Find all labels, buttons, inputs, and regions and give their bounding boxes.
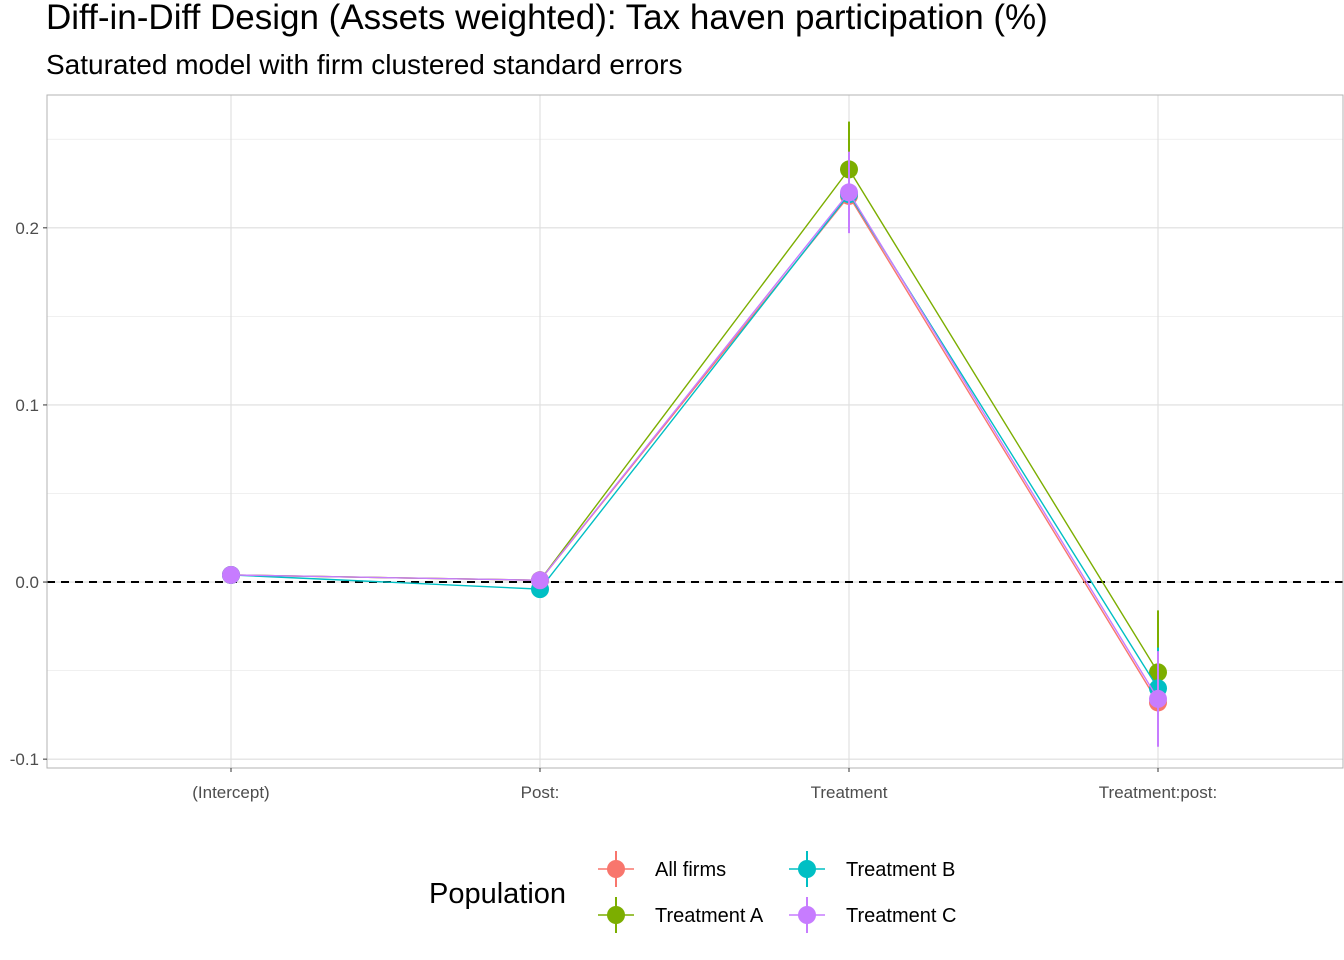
- legend: Population All firms Treatment A Treatment…: [429, 851, 956, 933]
- legend-label: Treatment A: [655, 905, 764, 927]
- y-tick-label: 0.2: [15, 219, 39, 238]
- series-all-firms: [222, 164, 1167, 733]
- plot-area: [46, 94, 1344, 769]
- series-treatment-c: [222, 151, 1167, 747]
- x-axis: (Intercept) Post: Treatment Treatment:post:: [192, 768, 1217, 802]
- grid: [47, 95, 1343, 768]
- legend-key-point: [607, 906, 625, 924]
- chart-title: Diff-in-Diff Design (Assets weighted): T…: [46, 0, 1048, 37]
- series-line: [230, 191, 1159, 700]
- legend-items: All firms Treatment A Treatment B Treatment…: [598, 851, 956, 933]
- y-tick-label: 0.1: [15, 396, 39, 415]
- y-tick-label: 0.0: [15, 573, 39, 592]
- legend-label: All firms: [655, 859, 726, 881]
- legend-label: Treatment C: [846, 905, 956, 927]
- y-tick-label: -0.1: [10, 750, 39, 769]
- legend-item: Treatment A: [598, 897, 764, 933]
- series-treatment-a: [222, 121, 1167, 735]
- legend-key-point: [607, 860, 625, 878]
- data-point: [840, 183, 858, 202]
- legend-key-point: [798, 906, 816, 924]
- series-line: [230, 192, 1159, 689]
- legend-item: Treatment C: [789, 897, 956, 933]
- data-point: [222, 565, 240, 584]
- series-line: [230, 168, 1159, 673]
- legend-label: Treatment B: [846, 859, 955, 881]
- y-axis: -0.1 0.0 0.1 0.2: [10, 219, 47, 769]
- series-layer: [222, 121, 1167, 747]
- legend-key-point: [798, 860, 816, 878]
- chart-subtitle: Saturated model with firm clustered stan…: [46, 49, 683, 80]
- series-treatment-b: [222, 165, 1167, 730]
- x-tick-label: Post:: [521, 783, 560, 802]
- legend-title: Population: [429, 878, 566, 910]
- x-tick-label: Treatment: [811, 783, 888, 802]
- legend-item: Treatment B: [789, 851, 955, 887]
- series-line: [230, 194, 1159, 703]
- data-point: [531, 571, 549, 590]
- legend-item: All firms: [598, 851, 726, 887]
- panel-border: [46, 94, 1344, 769]
- data-point: [1149, 689, 1167, 708]
- x-tick-label: (Intercept): [192, 783, 269, 802]
- x-tick-label: Treatment:post:: [1099, 783, 1217, 802]
